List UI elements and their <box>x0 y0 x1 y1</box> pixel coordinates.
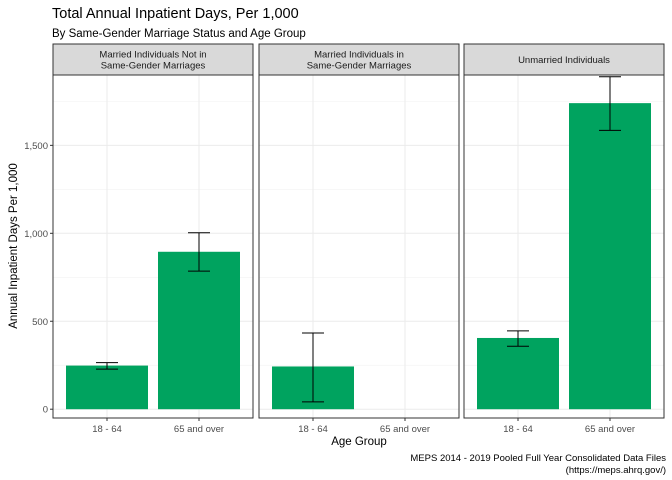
panel-background <box>259 75 459 418</box>
panel-border <box>258 74 460 419</box>
caption-line-2: (https://meps.ahrq.gov/) <box>566 465 666 476</box>
y-tick-label: 500 <box>32 317 48 328</box>
y-tick-label: 1,500 <box>24 141 48 152</box>
bar <box>158 251 240 410</box>
bar <box>477 337 559 410</box>
y-tick-label: 0 <box>43 405 48 416</box>
strip-label-line: Married Individuals in <box>314 50 404 61</box>
bar <box>66 365 148 410</box>
chart-subtitle: By Same-Gender Marriage Status and Age G… <box>52 28 306 40</box>
x-tick-label: 18 - 64 <box>503 424 533 435</box>
x-tick-label: 65 and over <box>380 424 430 435</box>
y-axis-label: Annual Inpatient Days Per 1,000 <box>8 163 20 329</box>
strip-label-line: Same-Gender Marriages <box>101 61 206 72</box>
y-tick-label: 1,000 <box>24 229 48 240</box>
bar <box>569 103 651 410</box>
x-axis-label: Age Group <box>331 436 387 448</box>
x-tick-label: 18 - 64 <box>298 424 328 435</box>
chart-title: Total Annual Inpatient Days, Per 1,000 <box>52 6 299 22</box>
y-axis: 0 500 1,000 1,500 <box>24 141 53 416</box>
x-tick-label: 18 - 64 <box>92 424 122 435</box>
panel-border <box>52 74 254 419</box>
strip-label-line: Same-Gender Marriages <box>307 61 412 72</box>
panel-border <box>463 74 665 419</box>
strip-background <box>258 43 460 76</box>
caption-line-1: MEPS 2014 - 2019 Pooled Full Year Consol… <box>410 453 666 464</box>
facet-panel-3: Unmarried Individuals 18 - 64 65 and over <box>463 43 665 435</box>
x-tick-label: 65 and over <box>174 424 224 435</box>
strip-label-line: Married Individuals Not in <box>99 50 206 61</box>
x-tick-label: 65 and over <box>585 424 635 435</box>
strip-background <box>52 43 254 76</box>
strip-label-line: Unmarried Individuals <box>518 55 610 66</box>
